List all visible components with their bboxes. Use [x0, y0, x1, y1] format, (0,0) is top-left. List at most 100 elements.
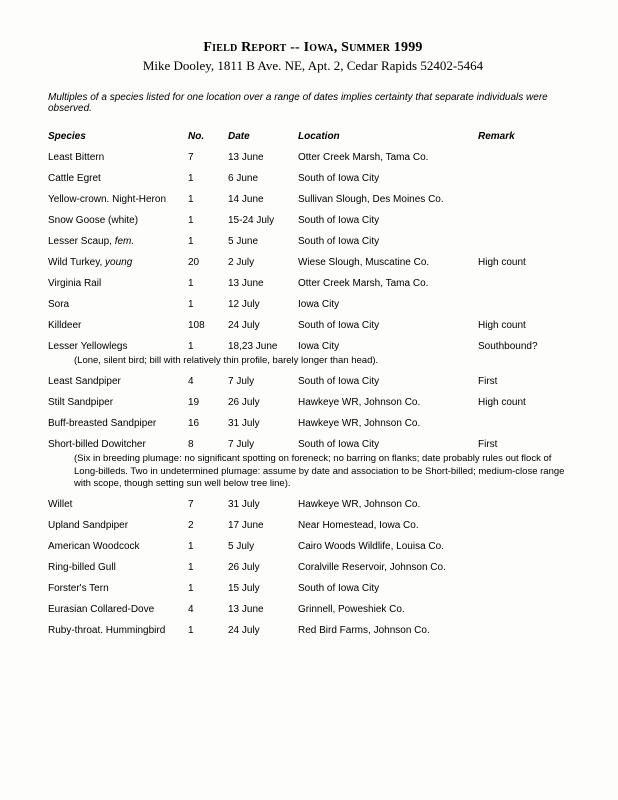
- cell-species: Lesser Yellowlegs: [48, 340, 188, 353]
- cell-location: Wiese Slough, Muscatine Co.: [298, 256, 478, 269]
- cell-remark: [478, 624, 578, 637]
- cell-species: Virginia Rail: [48, 277, 188, 290]
- cell-remark: [478, 540, 578, 553]
- cell-no: 20: [188, 256, 228, 269]
- cell-date: 7 July: [228, 375, 298, 388]
- table-row: Snow Goose (white)115-24 JulySouth of Io…: [48, 214, 578, 227]
- table-row: Upland Sandpiper217 JuneNear Homestead, …: [48, 519, 578, 532]
- cell-location: Iowa City: [298, 298, 478, 311]
- cell-no: 1: [188, 235, 228, 248]
- report-title: Field Report -- Iowa, Summer 1999: [48, 40, 578, 56]
- table-row: Stilt Sandpiper1926 JulyHawkeye WR, John…: [48, 396, 578, 409]
- cell-date: 6 June: [228, 172, 298, 185]
- cell-location: Grinnell, Poweshiek Co.: [298, 603, 478, 616]
- cell-no: 1: [188, 540, 228, 553]
- cell-no: 7: [188, 151, 228, 164]
- cell-no: 1: [188, 561, 228, 574]
- cell-date: 7 July: [228, 438, 298, 451]
- cell-remark: High count: [478, 396, 578, 409]
- cell-location: Hawkeye WR, Johnson Co.: [298, 498, 478, 511]
- table-row: Lesser Scaup, fem.15 JuneSouth of Iowa C…: [48, 235, 578, 248]
- header-no: No.: [188, 130, 228, 143]
- cell-location: Hawkeye WR, Johnson Co.: [298, 396, 478, 409]
- cell-remark: [478, 193, 578, 206]
- cell-location: South of Iowa City: [298, 438, 478, 451]
- cell-no: 1: [188, 582, 228, 595]
- cell-remark: Southbound?: [478, 340, 578, 353]
- cell-date: 13 June: [228, 277, 298, 290]
- cell-species: Ring-billed Gull: [48, 561, 188, 574]
- table-row: Sora112 JulyIowa City: [48, 298, 578, 311]
- cell-date: 17 June: [228, 519, 298, 532]
- cell-location: Near Homestead, Iowa Co.: [298, 519, 478, 532]
- cell-remark: [478, 603, 578, 616]
- cell-remark: [478, 277, 578, 290]
- cell-location: South of Iowa City: [298, 582, 478, 595]
- table-row: Eurasian Collared-Dove413 JuneGrinnell, …: [48, 603, 578, 616]
- cell-no: 1: [188, 624, 228, 637]
- table-body: Least Bittern713 JuneOtter Creek Marsh, …: [48, 151, 578, 637]
- table-row: Yellow-crown. Night-Heron114 JuneSulliva…: [48, 193, 578, 206]
- cell-date: 5 July: [228, 540, 298, 553]
- cell-location: South of Iowa City: [298, 375, 478, 388]
- cell-date: 15 July: [228, 582, 298, 595]
- cell-remark: High count: [478, 256, 578, 269]
- cell-remark: [478, 214, 578, 227]
- cell-species: Least Sandpiper: [48, 375, 188, 388]
- cell-date: 13 June: [228, 603, 298, 616]
- cell-date: 24 July: [228, 319, 298, 332]
- table-row: Virginia Rail113 JuneOtter Creek Marsh, …: [48, 277, 578, 290]
- header-remark: Remark: [478, 130, 578, 143]
- cell-no: 1: [188, 214, 228, 227]
- cell-no: 2: [188, 519, 228, 532]
- cell-date: 5 June: [228, 235, 298, 248]
- header-date: Date: [228, 130, 298, 143]
- table-row: Lesser Yellowlegs118,23 JuneIowa CitySou…: [48, 340, 578, 353]
- table-row: Buff-breasted Sandpiper1631 JulyHawkeye …: [48, 417, 578, 430]
- cell-no: 7: [188, 498, 228, 511]
- cell-remark: [478, 235, 578, 248]
- cell-no: 19: [188, 396, 228, 409]
- cell-date: 18,23 June: [228, 340, 298, 353]
- cell-species: Least Bittern: [48, 151, 188, 164]
- cell-species: Snow Goose (white): [48, 214, 188, 227]
- cell-species: Wild Turkey, young: [48, 256, 188, 269]
- cell-date: 12 July: [228, 298, 298, 311]
- cell-species: American Woodcock: [48, 540, 188, 553]
- cell-species: Yellow-crown. Night-Heron: [48, 193, 188, 206]
- header-location: Location: [298, 130, 478, 143]
- document-page: Field Report -- Iowa, Summer 1999 Mike D…: [0, 0, 618, 800]
- cell-date: 15-24 July: [228, 214, 298, 227]
- species-qualifier: fem.: [115, 236, 134, 247]
- cell-location: South of Iowa City: [298, 235, 478, 248]
- cell-location: Sullivan Slough, Des Moines Co.: [298, 193, 478, 206]
- cell-remark: [478, 582, 578, 595]
- cell-date: 14 June: [228, 193, 298, 206]
- cell-species: Sora: [48, 298, 188, 311]
- cell-location: Red Bird Farms, Johnson Co.: [298, 624, 478, 637]
- cell-remark: [478, 151, 578, 164]
- cell-remark: [478, 561, 578, 574]
- cell-date: 26 July: [228, 561, 298, 574]
- cell-location: Hawkeye WR, Johnson Co.: [298, 417, 478, 430]
- cell-species: Upland Sandpiper: [48, 519, 188, 532]
- row-subnote: (Lone, silent bird; bill with relatively…: [74, 355, 578, 367]
- cell-species: Killdeer: [48, 319, 188, 332]
- cell-no: 1: [188, 298, 228, 311]
- cell-location: Coralville Reservoir, Johnson Co.: [298, 561, 478, 574]
- cell-date: 26 July: [228, 396, 298, 409]
- cell-no: 108: [188, 319, 228, 332]
- cell-no: 4: [188, 603, 228, 616]
- cell-location: Iowa City: [298, 340, 478, 353]
- row-subnote: (Six in breeding plumage: no significant…: [74, 453, 578, 490]
- table-row: Killdeer10824 JulySouth of Iowa CityHigh…: [48, 319, 578, 332]
- cell-date: 2 July: [228, 256, 298, 269]
- header-species: Species: [48, 130, 188, 143]
- cell-remark: [478, 498, 578, 511]
- cell-remark: [478, 298, 578, 311]
- cell-date: 31 July: [228, 498, 298, 511]
- cell-location: Cairo Woods Wildlife, Louisa Co.: [298, 540, 478, 553]
- title-text: Field Report -- Iowa, Summer 1999: [203, 40, 422, 55]
- cell-remark: [478, 417, 578, 430]
- table-row: Least Sandpiper47 JulySouth of Iowa City…: [48, 375, 578, 388]
